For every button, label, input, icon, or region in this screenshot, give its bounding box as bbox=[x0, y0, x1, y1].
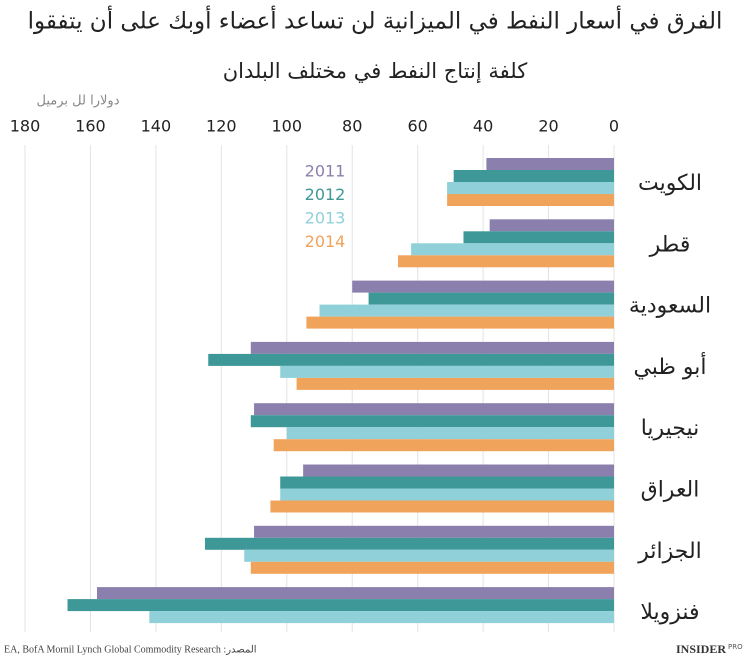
bar bbox=[280, 365, 614, 378]
bar bbox=[398, 255, 614, 268]
chart-title: الفرق في أسعار النفط في الميزانية لن تسا… bbox=[28, 6, 723, 35]
bar bbox=[303, 464, 614, 477]
bar bbox=[453, 170, 614, 182]
x-tick-label: 40 bbox=[473, 117, 493, 136]
bar bbox=[463, 231, 614, 244]
bar bbox=[250, 561, 615, 574]
x-tick-label: 0 bbox=[609, 117, 619, 136]
bar bbox=[489, 219, 614, 232]
y-tick-label: أبو ظبي bbox=[633, 352, 706, 380]
bar bbox=[250, 415, 615, 428]
x-tick-label: 120 bbox=[206, 117, 237, 136]
legend-label: 2014 bbox=[305, 232, 346, 251]
axis-label: دولارا لل برميل bbox=[37, 94, 120, 109]
y-tick-label: العراق bbox=[641, 478, 700, 503]
y-tick-label: الجزائر bbox=[637, 539, 702, 564]
x-tick-label: 180 bbox=[10, 117, 41, 136]
bar bbox=[280, 488, 614, 501]
bar bbox=[254, 403, 615, 416]
bar bbox=[447, 182, 614, 194]
bar bbox=[368, 292, 614, 305]
x-tick-label: 100 bbox=[272, 117, 303, 136]
x-tick-label: 80 bbox=[342, 117, 362, 136]
x-tick-label: 60 bbox=[407, 117, 427, 136]
x-tick-label: 20 bbox=[538, 117, 558, 136]
bar bbox=[96, 587, 614, 600]
legend-label: 2013 bbox=[305, 209, 346, 228]
bar bbox=[306, 316, 614, 329]
chart-subtitle: كلفة إنتاج النفط في مختلف البلدان bbox=[223, 59, 527, 84]
source: EA, BofA Mornil Lynch Global Commodity R… bbox=[4, 644, 257, 655]
bar bbox=[280, 476, 614, 489]
bar bbox=[67, 599, 615, 612]
bar bbox=[286, 427, 614, 440]
y-tick-label: نيجيريا bbox=[641, 416, 700, 441]
brand-sub: PRO bbox=[728, 643, 743, 651]
bar bbox=[486, 158, 614, 170]
y-tick-label: الكويت bbox=[638, 171, 702, 196]
bar bbox=[244, 549, 614, 562]
y-tick-label: السعودية bbox=[629, 294, 711, 319]
y-tick-label: قطر bbox=[649, 232, 691, 257]
legend-label: 2012 bbox=[305, 185, 346, 204]
bar bbox=[319, 304, 614, 317]
bar bbox=[250, 341, 615, 354]
bar bbox=[273, 439, 614, 452]
bar bbox=[296, 377, 614, 390]
bar bbox=[149, 611, 614, 624]
bar bbox=[208, 353, 614, 366]
bar bbox=[447, 194, 614, 206]
bar bbox=[204, 537, 614, 550]
x-tick-label: 140 bbox=[141, 117, 172, 136]
bars bbox=[67, 158, 615, 624]
bar bbox=[411, 243, 614, 256]
brand: INSIDER bbox=[676, 642, 726, 656]
bar bbox=[270, 500, 614, 513]
legend-label: 2011 bbox=[305, 162, 346, 181]
y-tick-label: فنزويلا bbox=[640, 600, 699, 625]
x-tick-label: 160 bbox=[75, 117, 106, 136]
bar bbox=[254, 525, 615, 538]
bar bbox=[352, 280, 614, 293]
